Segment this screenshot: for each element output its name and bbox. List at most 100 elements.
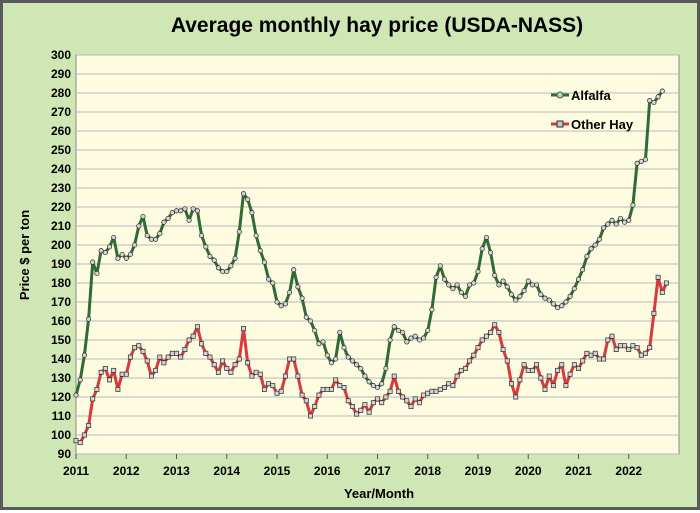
data-point <box>102 250 108 256</box>
x-tick-label: 2021 <box>565 464 592 478</box>
x-axis-title: Year/Month <box>344 486 414 501</box>
data-point <box>337 383 343 389</box>
data-point <box>173 208 180 214</box>
data-point <box>395 388 401 394</box>
data-point <box>446 381 452 387</box>
data-point <box>467 282 473 288</box>
data-point <box>127 251 133 258</box>
data-point <box>387 337 393 343</box>
data-point <box>194 208 200 214</box>
data-point <box>546 373 552 379</box>
data-point <box>609 333 615 339</box>
data-point <box>584 253 590 259</box>
data-point <box>73 438 79 444</box>
data-point <box>261 259 267 265</box>
data-point <box>483 333 489 339</box>
data-point <box>634 345 640 351</box>
data-point <box>316 341 322 347</box>
data-point <box>111 234 117 240</box>
data-point <box>77 377 83 383</box>
data-point <box>400 394 406 400</box>
data-point <box>391 373 397 379</box>
data-point <box>412 396 418 402</box>
y-tick-label: 290 <box>51 67 71 81</box>
data-point <box>266 381 272 387</box>
data-point <box>165 354 171 360</box>
legend-other-hay-marker <box>556 120 564 128</box>
data-point <box>303 314 309 320</box>
legend-other-hay-label: Other Hay <box>571 117 634 132</box>
chart-title: Average monthly hay price (USDA-NASS) <box>171 14 583 37</box>
data-point <box>287 356 293 362</box>
legend: Alfalfa Other Hay <box>551 88 634 132</box>
data-point <box>186 217 192 223</box>
data-point <box>642 156 649 163</box>
data-point <box>550 301 556 307</box>
data-point <box>609 217 615 223</box>
data-point <box>115 386 121 392</box>
data-point <box>337 329 343 335</box>
data-point <box>521 288 527 294</box>
data-point <box>295 373 301 379</box>
data-point <box>215 369 221 375</box>
data-point <box>236 229 242 235</box>
y-tick-label: 280 <box>51 86 71 100</box>
data-point <box>517 293 523 299</box>
data-point <box>220 358 226 364</box>
data-point <box>517 377 523 383</box>
y-tick-label: 150 <box>51 333 71 347</box>
data-point <box>458 367 464 373</box>
data-point <box>542 386 548 392</box>
data-point <box>496 329 502 335</box>
data-point <box>454 373 460 379</box>
data-point <box>651 310 657 316</box>
data-point <box>504 358 510 364</box>
data-point <box>291 267 297 273</box>
legend-alfalfa-label: Alfalfa <box>571 88 612 103</box>
data-point <box>475 345 481 351</box>
data-point <box>333 377 339 383</box>
data-point <box>592 350 598 356</box>
data-point <box>245 360 251 366</box>
data-point <box>534 282 540 288</box>
data-point <box>295 284 301 290</box>
data-point <box>320 386 326 392</box>
data-point <box>433 388 439 394</box>
data-point <box>513 394 519 400</box>
y-tick-label: 140 <box>51 352 71 366</box>
data-point <box>588 246 594 252</box>
data-point <box>412 333 418 339</box>
data-point <box>488 250 494 256</box>
y-tick-label: 220 <box>51 200 71 214</box>
data-point <box>437 386 443 392</box>
data-point <box>98 369 104 375</box>
data-point <box>529 282 535 288</box>
data-point <box>630 202 636 208</box>
x-tick-label: 2022 <box>615 464 642 478</box>
data-point <box>282 301 288 307</box>
data-point <box>123 255 129 261</box>
data-point <box>483 234 489 240</box>
data-point <box>153 236 159 242</box>
x-tick-label: 2019 <box>465 464 492 478</box>
data-point <box>349 404 355 409</box>
data-point <box>316 392 322 398</box>
data-point <box>488 329 494 335</box>
data-point <box>308 413 313 419</box>
data-point <box>429 388 435 394</box>
data-point <box>559 362 565 368</box>
data-point <box>320 339 326 345</box>
data-point <box>555 305 561 311</box>
data-point <box>580 358 586 364</box>
data-point <box>362 402 368 408</box>
data-point <box>471 352 477 358</box>
data-point <box>249 373 255 379</box>
data-point <box>307 318 314 324</box>
data-point <box>178 354 184 360</box>
data-point <box>546 297 552 303</box>
data-point <box>370 383 376 389</box>
data-point <box>203 244 209 250</box>
data-point <box>659 290 665 295</box>
data-point <box>299 295 305 301</box>
